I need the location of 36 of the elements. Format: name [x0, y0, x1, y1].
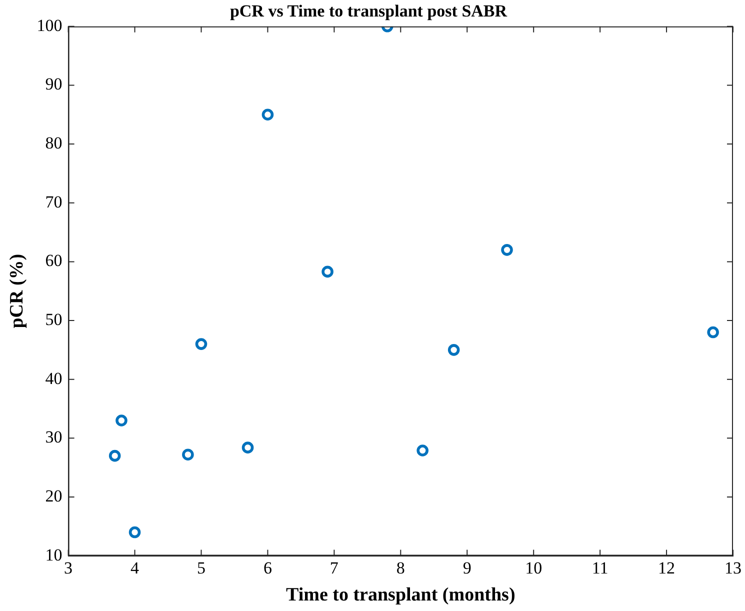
y-tick-label: 80 — [45, 134, 62, 153]
point — [448, 344, 460, 356]
x-tick-label: 4 — [130, 558, 140, 578]
point — [416, 444, 428, 456]
y-tick-label: 20 — [45, 486, 62, 506]
x-axis-title: Time to transplant (months) — [286, 584, 516, 606]
y-axis-title: pCR (%) — [6, 254, 28, 328]
y-tick-label: 50 — [45, 310, 62, 329]
y-tick-label: 40 — [45, 368, 62, 388]
x-tick-label: 9 — [462, 558, 472, 578]
y-tick-label: 30 — [45, 428, 62, 447]
point — [128, 526, 141, 538]
x-tick-label: 11 — [592, 558, 608, 578]
y-tick-label: 100 — [36, 16, 62, 35]
x-tick-label: 3 — [64, 558, 73, 578]
x-tick-label: 8 — [396, 558, 405, 578]
x-tick-label: 10 — [525, 558, 542, 578]
y-tick-label: 90 — [45, 74, 62, 94]
y-tick-label: 10 — [45, 545, 62, 564]
point — [262, 108, 274, 121]
point — [242, 442, 254, 454]
point — [707, 326, 719, 338]
point — [501, 244, 513, 256]
x-tick-label: 6 — [263, 558, 272, 578]
y-tick-label: 60 — [45, 251, 62, 270]
point — [116, 414, 128, 426]
x-tick-label: 13 — [724, 558, 742, 578]
point — [195, 338, 208, 350]
point — [182, 448, 194, 461]
y-tick-label: 70 — [45, 192, 62, 212]
x-tick-label: 5 — [196, 558, 206, 578]
point — [108, 450, 121, 462]
point — [322, 266, 334, 278]
x-tick-label: 12 — [658, 558, 676, 578]
chart-title: pCR vs Time to transplant post SABR — [230, 2, 508, 21]
x-tick-label: 7 — [330, 558, 339, 578]
